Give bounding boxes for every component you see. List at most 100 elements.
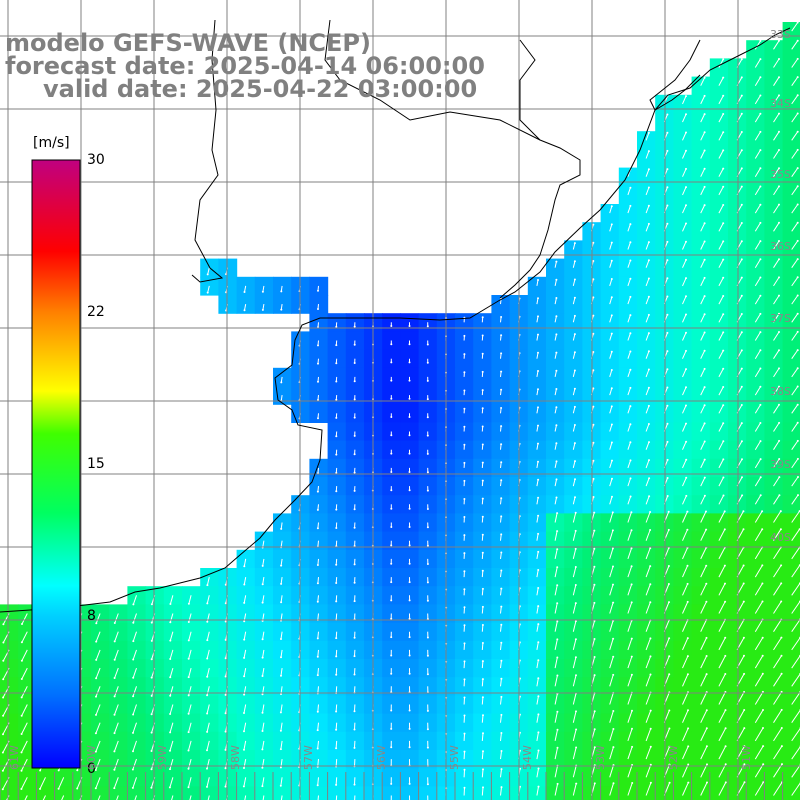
wind-speed-cell xyxy=(546,422,565,442)
wind-arrow xyxy=(21,667,28,680)
wind-arrow-head xyxy=(555,478,558,481)
wind-arrow xyxy=(280,777,283,786)
wind-arrow xyxy=(627,496,632,505)
wind-speed-cell xyxy=(782,604,800,624)
wind-speed-cell xyxy=(637,149,656,169)
wind-arrow-head xyxy=(668,673,671,676)
wind-speed-cell xyxy=(218,786,238,800)
wind-speed-cell xyxy=(746,113,765,132)
wind-arrow xyxy=(754,295,761,305)
wind-arrow-head xyxy=(780,708,783,711)
wind-speed-cell xyxy=(455,750,474,769)
wind-arrow xyxy=(132,758,137,770)
wind-arrow-head xyxy=(685,494,688,497)
wind-arrow xyxy=(627,638,633,651)
wind-speed-cell xyxy=(746,204,765,223)
wind-speed-cell xyxy=(455,586,474,605)
wind-arrow xyxy=(609,602,614,614)
wind-arrow xyxy=(572,620,577,632)
wind-arrow xyxy=(627,296,631,305)
wind-arrow-head xyxy=(353,434,356,437)
wind-arrow xyxy=(718,168,724,177)
wind-arrow-head xyxy=(187,749,190,752)
wind-arrow xyxy=(773,76,780,86)
wind-arrow-head xyxy=(593,511,596,514)
wind-speed-cell xyxy=(691,713,711,733)
wind-arrow-head xyxy=(722,313,725,316)
wind-speed-cell xyxy=(473,531,492,551)
wind-speed-cell xyxy=(709,167,729,187)
wind-arrow-head xyxy=(426,728,429,731)
wind-arrow-head xyxy=(206,657,209,660)
wind-arrow xyxy=(609,566,614,578)
wind-arrow-head xyxy=(243,620,246,623)
wind-arrow xyxy=(754,637,764,651)
wind-arrow-head xyxy=(742,636,745,639)
wind-arrow-head xyxy=(574,511,577,514)
wind-speed-cell xyxy=(527,367,547,387)
wind-arrow-head xyxy=(280,638,282,640)
wind-arrow-head xyxy=(224,675,227,678)
wind-arrow-head xyxy=(743,709,746,711)
wind-arrow-head xyxy=(759,312,762,315)
wind-arrow xyxy=(718,204,724,214)
wind-arrow-head xyxy=(796,403,799,406)
wind-arrow xyxy=(481,661,484,669)
wind-speed-cell xyxy=(491,513,511,533)
wind-arrow-head xyxy=(555,351,558,354)
wind-arrow-head xyxy=(592,423,595,426)
wind-arrow xyxy=(645,369,650,378)
wind-arrow xyxy=(754,240,761,250)
wind-arrow-head xyxy=(649,547,652,550)
wind-arrow xyxy=(609,746,614,760)
wind-arrow xyxy=(21,649,28,661)
wind-speed-cell xyxy=(72,786,92,800)
wind-arrow xyxy=(791,40,799,50)
wind-arrow-head xyxy=(685,131,687,134)
wind-arrow xyxy=(718,241,724,250)
wind-speed-cell xyxy=(673,677,693,696)
wind-arrow xyxy=(609,638,614,651)
wind-speed-cell xyxy=(546,604,565,624)
wind-speed-cell xyxy=(746,659,765,678)
wind-arrow-head xyxy=(500,587,503,590)
wind-arrow-head xyxy=(408,599,411,602)
wind-arrow xyxy=(243,777,247,787)
wind-arrow xyxy=(700,691,708,705)
wind-arrow-head xyxy=(463,624,466,627)
wind-arrow-head xyxy=(335,582,338,584)
wind-arrow-head xyxy=(649,745,652,748)
wind-arrow xyxy=(572,370,576,378)
wind-arrow-head xyxy=(703,222,706,225)
wind-arrow-head xyxy=(408,746,411,749)
wind-arrow-head xyxy=(132,640,135,643)
wind-arrow xyxy=(169,704,174,715)
wind-arrow-head xyxy=(629,259,632,262)
wind-speed-cell xyxy=(746,331,765,351)
wind-arrow xyxy=(682,728,689,742)
wind-speed-cell xyxy=(709,586,729,605)
wind-arrow-head xyxy=(426,452,429,455)
wind-arrow-head xyxy=(556,710,559,713)
wind-arrow-head xyxy=(150,786,153,789)
wind-arrow xyxy=(554,407,557,414)
wind-arrow-head xyxy=(575,674,577,677)
lagoon xyxy=(649,39,701,111)
wind-arrow-head xyxy=(610,296,613,299)
wind-speed-cell xyxy=(637,222,656,241)
wind-arrow xyxy=(609,548,614,560)
wind-arrow-head xyxy=(463,750,466,753)
wind-speed-cell xyxy=(455,458,474,478)
wind-arrow-head xyxy=(740,167,743,170)
wind-speed-cell xyxy=(746,131,765,150)
wind-arrow xyxy=(280,740,283,750)
wind-arrow-head xyxy=(759,276,762,279)
wind-arrow-head xyxy=(592,496,595,498)
wind-speed-cell xyxy=(673,258,693,278)
wind-speed-cell xyxy=(618,513,638,533)
wind-speed-cell xyxy=(618,622,638,642)
wind-arrow-head xyxy=(666,331,669,334)
wind-arrow-head xyxy=(335,325,338,328)
wind-arrow-head xyxy=(463,588,466,591)
wind-arrow xyxy=(700,332,706,341)
